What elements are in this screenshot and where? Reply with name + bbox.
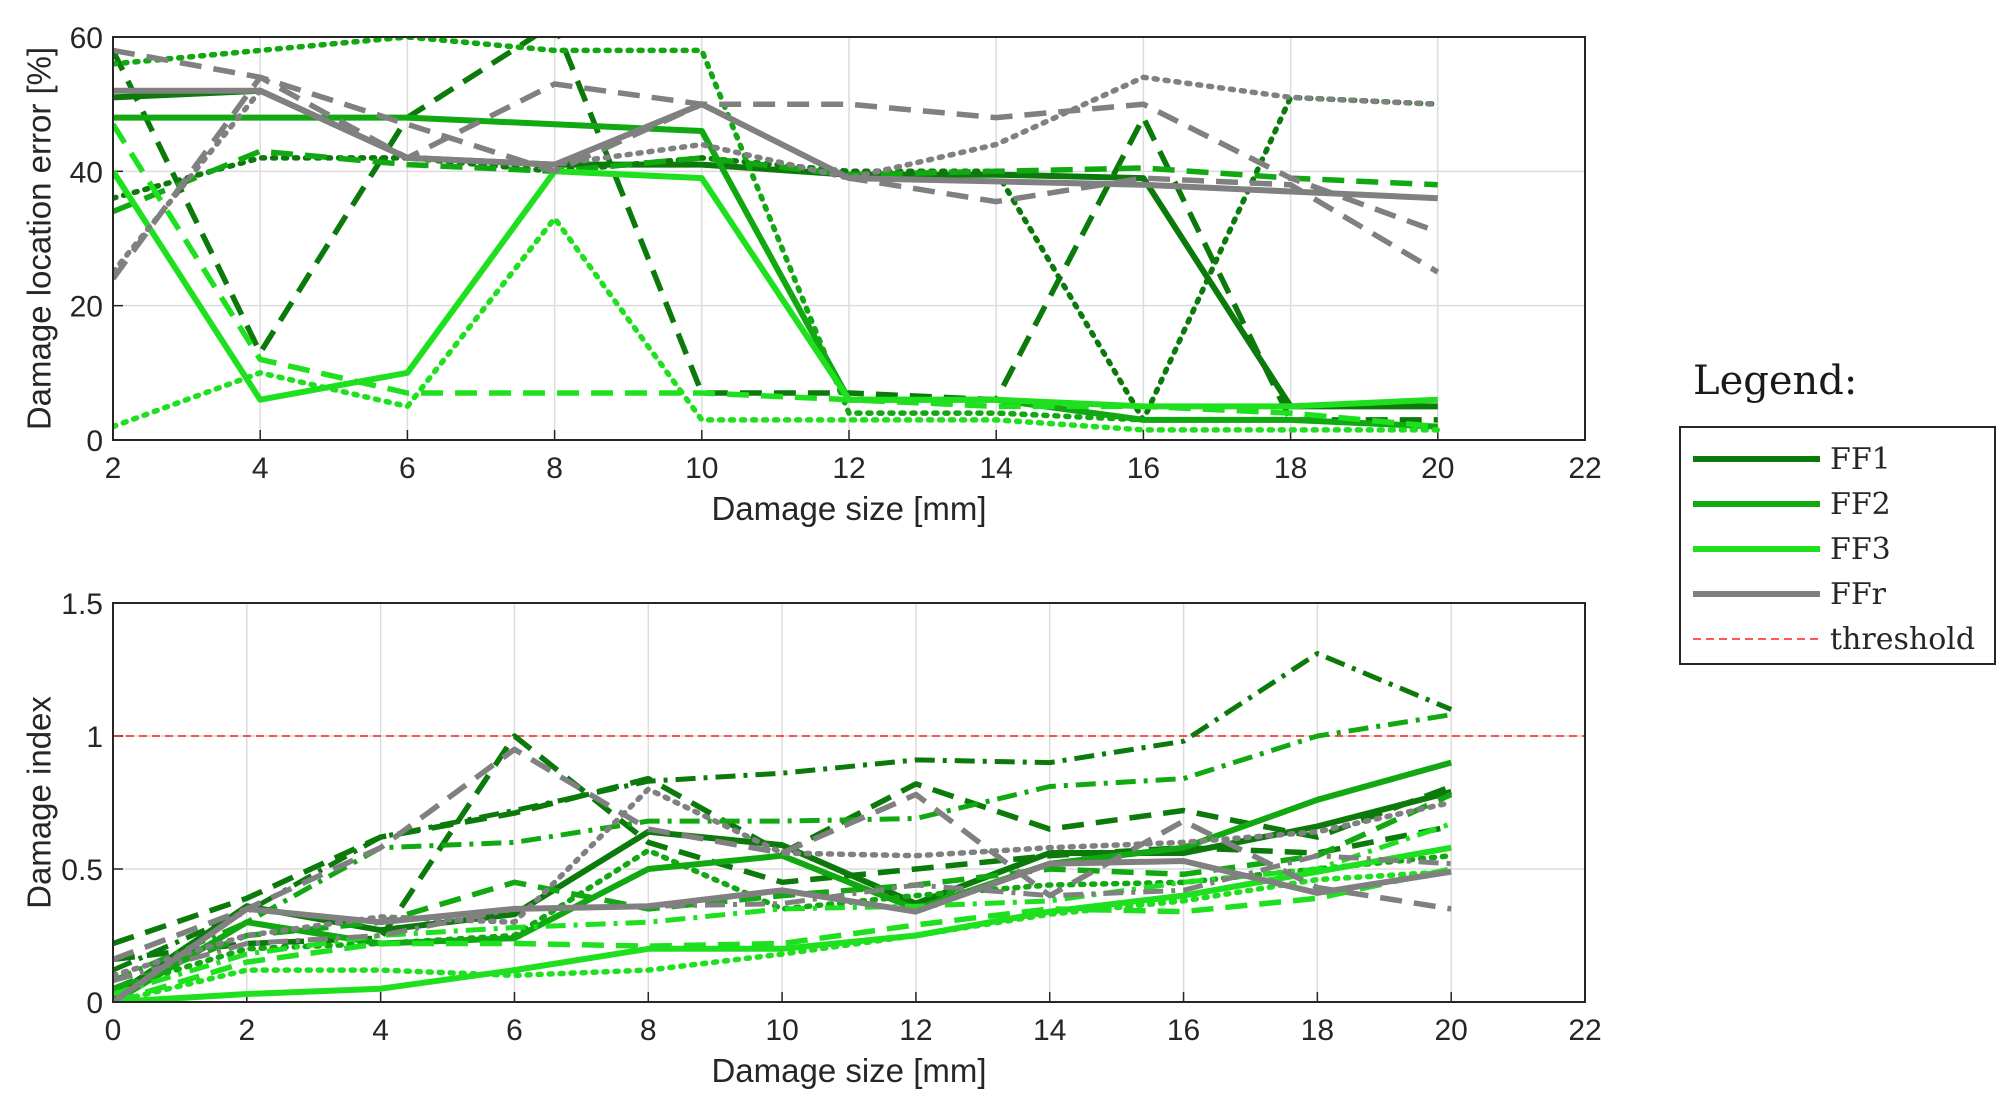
top-grid xyxy=(112,36,1586,441)
x-tick-label: 6 xyxy=(399,452,416,485)
series-line-ff2-dashed xyxy=(113,791,1453,992)
bottom-plot-frame xyxy=(112,602,1586,1003)
series-line-ff3-dotted xyxy=(113,868,1454,1002)
bottom-x-axis-label: Damage size [mm] xyxy=(711,1052,986,1089)
legend-label-ff1: FF1 xyxy=(1830,442,1891,477)
legend-label-threshold: threshold xyxy=(1830,622,1975,657)
top-y-axis-label: Damage location error [%] xyxy=(21,47,58,430)
y-tick-label: 0 xyxy=(86,425,103,458)
bottom-series xyxy=(113,651,1454,1002)
top-series xyxy=(113,37,1441,433)
x-tick-label: 8 xyxy=(546,452,563,485)
x-tick-label: 2 xyxy=(238,1014,255,1047)
x-tick-label: 22 xyxy=(1568,452,1601,485)
x-tick-label: 6 xyxy=(506,1014,523,1047)
series-line-ff2-dashdot xyxy=(113,712,1452,983)
series-line-ff3-dashed xyxy=(113,866,1452,1002)
x-tick-label: 12 xyxy=(832,452,865,485)
series-line-ff3-dotted xyxy=(113,215,1441,433)
x-tick-label: 2 xyxy=(105,452,122,485)
series-line-ff1-dashed xyxy=(113,37,1438,423)
x-tick-label: 10 xyxy=(685,452,718,485)
series-line-ffr-dotted xyxy=(113,74,1441,275)
damage-index-chart: 0 2 4 6 8 10 12 14 16 18 20 22 0 0.5 1 1.5 Damage size … xyxy=(21,588,1602,1089)
x-tick-label: 14 xyxy=(1033,1014,1066,1047)
series-line-ffr-solid xyxy=(113,858,1452,1002)
x-tick-label: 8 xyxy=(640,1014,657,1047)
series-line-ffr-dotted xyxy=(113,786,1454,979)
y-tick-label: 1 xyxy=(86,721,103,754)
series-line-ff2-dotted xyxy=(113,37,1441,430)
x-tick-label: 14 xyxy=(980,452,1013,485)
top-plot-frame xyxy=(112,36,1586,441)
x-tick-label: 16 xyxy=(1167,1014,1200,1047)
x-tick-label: 20 xyxy=(1434,1014,1467,1047)
bottom-y-axis-label: Damage index xyxy=(21,696,58,909)
series-line-ff1-dotted xyxy=(113,94,1441,423)
series-line-ff1-dashdot xyxy=(113,651,1453,973)
y-tick-label: 60 xyxy=(70,22,103,55)
x-tick-label: 16 xyxy=(1127,452,1160,485)
x-tick-label: 10 xyxy=(765,1014,798,1047)
series-line-ff3-solid xyxy=(113,168,1438,410)
legend-label-ff2: FF2 xyxy=(1830,487,1891,522)
y-tick-label: 40 xyxy=(70,156,103,189)
top-tick-labels: 2 4 6 8 10 12 14 16 18 20 22 0 20 40 60 xyxy=(70,22,1602,485)
series-line-ff3-dashed xyxy=(113,122,1439,430)
series-line-ffr-solid xyxy=(113,87,1438,202)
x-tick-label: 0 xyxy=(105,1014,122,1047)
legend: Legend: FF1 FF2 FF3 FFr threshold xyxy=(1679,358,1996,665)
y-tick-label: 0.5 xyxy=(61,854,103,887)
x-tick-label: 22 xyxy=(1568,1014,1601,1047)
x-tick-label: 18 xyxy=(1301,1014,1334,1047)
x-tick-label: 12 xyxy=(899,1014,932,1047)
y-tick-label: 20 xyxy=(70,291,103,324)
series-line-ff2-solid xyxy=(113,114,1438,430)
series-line-ff2-dashed xyxy=(113,148,1438,215)
x-tick-label: 4 xyxy=(252,452,269,485)
legend-label-ff3: FF3 xyxy=(1830,532,1891,567)
x-tick-label: 20 xyxy=(1421,452,1454,485)
series-line-ffr-dashed xyxy=(113,47,1440,275)
x-tick-label: 4 xyxy=(372,1014,389,1047)
bottom-tick-labels: 0 2 4 6 8 10 12 14 16 18 20 22 0 0.5 1 1.5 xyxy=(61,588,1601,1047)
legend-label-ffr: FFr xyxy=(1830,577,1887,612)
series-line-ffr-dashdot xyxy=(113,853,1452,984)
location-error-chart: 2 4 6 8 10 12 14 16 18 20 22 0 20 40 60 Damage size [m… xyxy=(21,22,1602,527)
y-tick-label: 1.5 xyxy=(61,588,103,621)
y-tick-label: 0 xyxy=(86,987,103,1020)
top-x-axis-label: Damage size [mm] xyxy=(711,490,986,527)
legend-title: Legend: xyxy=(1693,358,1857,404)
series-line-ff3-solid xyxy=(113,844,1452,1002)
x-tick-label: 18 xyxy=(1274,452,1307,485)
legend-items: FF1 FF2 FF3 FFr threshold xyxy=(1693,442,1975,657)
legend-box xyxy=(1679,426,1996,665)
series-line-ffr-dashed xyxy=(113,74,1439,281)
